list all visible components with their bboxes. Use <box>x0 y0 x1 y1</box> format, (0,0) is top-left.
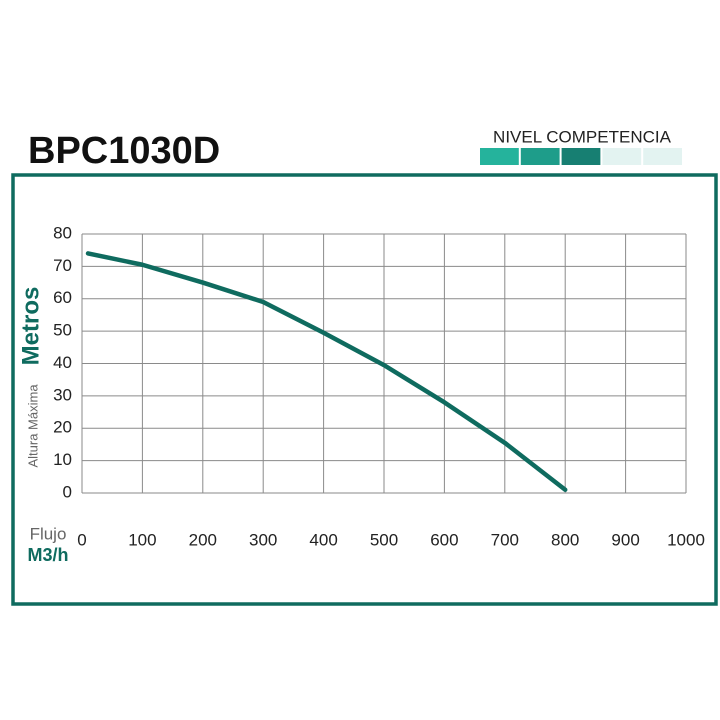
chart-title: BPC1030D <box>28 130 220 172</box>
x-tick-label: 200 <box>189 530 217 549</box>
x-axis-sublabel: Flujo <box>30 524 67 543</box>
y-tick-label: 50 <box>53 321 72 340</box>
x-tick-label: 500 <box>370 530 398 549</box>
x-tick-label: 0 <box>77 530 86 549</box>
y-tick-label: 70 <box>53 256 72 275</box>
y-tick-label: 10 <box>53 450 72 469</box>
y-tick-label: 30 <box>53 385 72 404</box>
x-axis-label: M3/h <box>27 545 68 565</box>
y-tick-label: 80 <box>53 223 72 242</box>
level-segment <box>480 148 519 165</box>
x-tick-label: 100 <box>128 530 156 549</box>
y-tick-label: 0 <box>63 482 72 501</box>
x-tick-label: 400 <box>309 530 337 549</box>
level-segment <box>520 148 560 165</box>
level-segment <box>643 148 682 165</box>
x-tick-label: 1000 <box>667 530 705 549</box>
x-tick-label: 300 <box>249 530 277 549</box>
y-tick-label: 20 <box>53 418 72 437</box>
curve <box>85 251 568 493</box>
y-tick-label: 60 <box>53 288 72 307</box>
y-axis-sublabel: Altura Máxima <box>25 384 40 468</box>
level-segment <box>602 148 642 165</box>
y-tick-label: 40 <box>53 353 72 372</box>
x-tick-label: 900 <box>611 530 639 549</box>
x-tick-label: 600 <box>430 530 458 549</box>
frame <box>11 173 718 606</box>
x-tick-label: 700 <box>491 530 519 549</box>
x-tick-label: 800 <box>551 530 579 549</box>
level-label: NIVEL COMPETENCIA <box>493 127 672 146</box>
level-segment <box>561 148 601 165</box>
y-axis-label: Metros <box>17 287 44 366</box>
